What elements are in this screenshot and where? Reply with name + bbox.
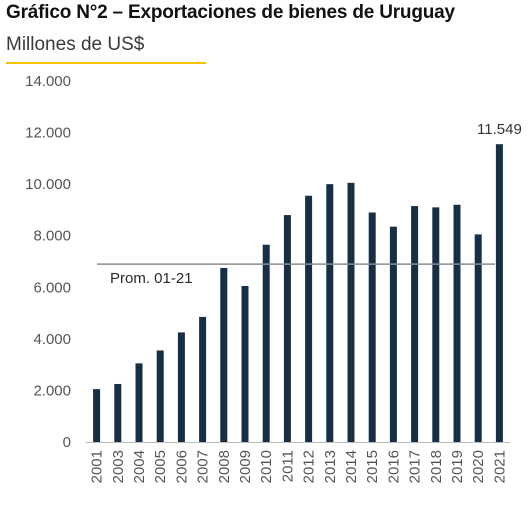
bar-2018 [432,207,440,442]
bar-2017 [411,206,419,442]
x-tick-label: 2018 [428,450,445,483]
x-tick-label: 2019 [449,450,466,483]
x-tick-label: 2008 [216,450,233,483]
bar-2021 [495,144,503,442]
bar-2019 [453,204,461,442]
bar-2015 [368,212,376,442]
x-tick-label: 2013 [322,450,339,483]
y-axis: 0 2.000 4.000 6.000 8.000 10.000 12.000 14.000 [25,73,71,451]
y-tick-label: 2.000 [33,382,71,399]
x-tick-label: 2010 [258,450,275,483]
bar-2004 [135,363,143,442]
x-tick-label: 2012 [301,450,318,483]
y-tick-label: 14.000 [25,73,71,90]
x-tick-label: 2014 [343,450,360,483]
chart-title: Gráfico N°2 – Exportaciones de bienes de… [6,2,455,23]
bar-2005 [156,350,164,442]
x-tick-label: 2015 [364,450,381,483]
x-axis: 2001 2003 2004 2005 2006 2007 2008 2009 2010 2011… [86,442,510,483]
x-tick-label: 2005 [152,450,169,483]
chart-subtitle: Millones de US$ [6,34,145,55]
bar-2001 [93,389,101,442]
x-tick-label: 2009 [237,450,254,483]
average-reference: Prom. 01-21 [97,263,495,287]
x-tick-label: 2003 [110,450,127,483]
bar-2003 [114,383,122,442]
y-tick-label: 6.000 [33,279,71,296]
bar-2010 [262,244,270,442]
bar-2006 [177,332,185,442]
bar-2014 [347,182,355,442]
average-line-label: Prom. 01-21 [110,270,193,287]
y-tick-label: 8.000 [33,228,71,245]
x-tick-label: 2020 [470,450,487,483]
x-tick-label: 2016 [385,450,402,483]
x-tick-label: 2007 [195,450,212,483]
bar-2009 [241,285,249,442]
x-tick-label: 2011 [279,450,296,482]
bar-2013 [326,184,334,442]
x-tick-label: 2004 [131,450,148,483]
y-tick-label: 4.000 [33,331,71,348]
y-tick-label: 12.000 [25,125,71,142]
x-tick-label: 2001 [89,450,106,483]
data-label-2021: 11.549 [477,121,522,138]
bar-2008 [220,267,228,442]
y-tick-label: 10.000 [25,176,71,193]
bars [93,144,503,442]
bar-2007 [199,316,207,442]
data-labels: 11.549 [477,121,522,138]
x-tick-label: 2017 [407,450,424,483]
bar-2016 [389,226,397,442]
title-accent-line [6,62,206,64]
bar-2020 [474,234,482,442]
bar-2012 [305,195,313,442]
x-tick-label: 2021 [491,450,508,483]
x-tick-label: 2006 [173,450,190,483]
y-tick-label: 0 [63,434,71,451]
bar-2011 [283,215,291,442]
